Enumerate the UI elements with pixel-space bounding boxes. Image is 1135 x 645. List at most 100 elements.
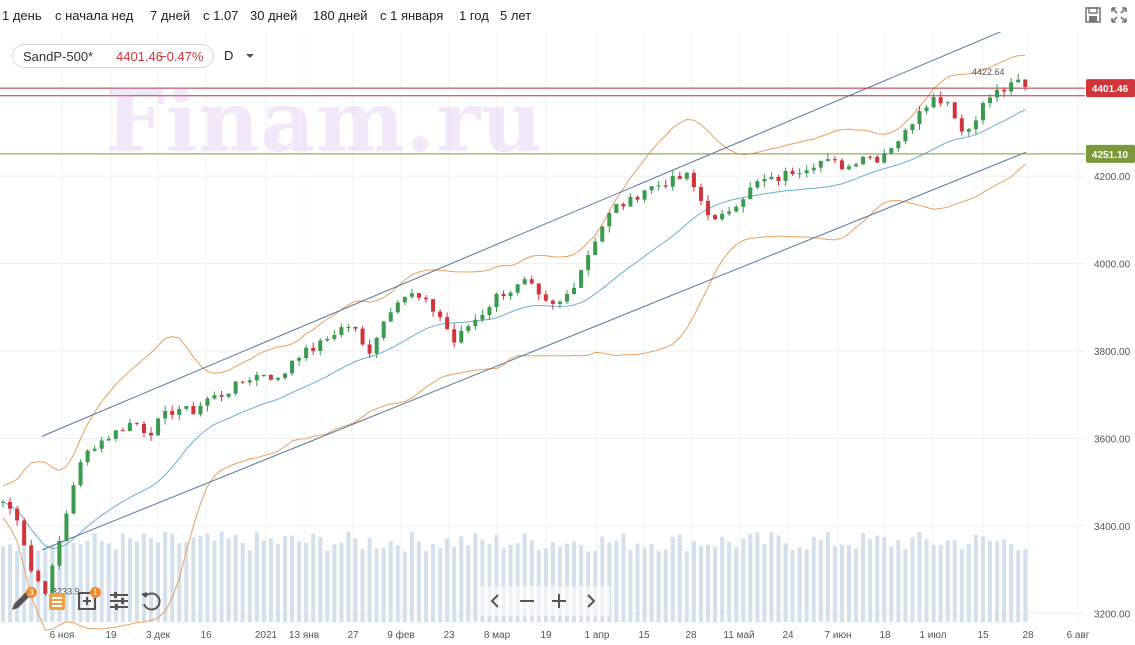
volume-bar [113, 549, 118, 622]
candle-body [325, 339, 330, 341]
zoom-out-icon[interactable] [516, 590, 538, 612]
candle-body [459, 330, 464, 343]
instrument-name: SandP-500* [23, 49, 94, 64]
volume-bar [226, 538, 231, 622]
candle-body [713, 215, 718, 220]
candle-body [212, 395, 217, 399]
pencil-icon[interactable] [8, 588, 34, 614]
candle-body [438, 311, 443, 318]
volume-bar [212, 540, 217, 622]
grid [0, 32, 1085, 622]
candle-body [332, 334, 337, 340]
period-1-day[interactable]: 1 день [2, 8, 42, 23]
candle-body [346, 326, 351, 328]
x-tick-label: 6 ноя [50, 630, 75, 641]
volume-bar [290, 535, 295, 622]
volume-bar [8, 544, 13, 622]
period-since-1-07[interactable]: с 1.07 [203, 8, 239, 23]
channel-lower-line [41, 151, 1027, 551]
candle-body [226, 393, 231, 397]
volume-bar [71, 542, 76, 622]
volume-bar [529, 540, 534, 622]
fullscreen-icon[interactable] [1110, 6, 1128, 24]
volume-bar [346, 531, 351, 622]
price-annotation: 4422.64 [972, 67, 1005, 77]
period-week-to-date[interactable]: с начала нед [55, 8, 134, 23]
candle-body [691, 172, 696, 188]
candle-body [254, 374, 259, 381]
settings-sliders-icon[interactable] [106, 588, 132, 614]
chevron-right-icon[interactable] [580, 590, 602, 612]
volume-bar [120, 533, 125, 622]
candle-body [15, 508, 20, 521]
chevron-left-icon[interactable] [484, 590, 506, 612]
volume-bar [374, 548, 379, 622]
volume-bar [543, 548, 548, 622]
volume-bar [938, 544, 943, 622]
candle-body [452, 329, 457, 343]
period-30-days[interactable]: 30 дней [250, 8, 298, 23]
candle-body [156, 418, 161, 436]
candle-body [268, 374, 273, 380]
volume-bar [734, 547, 739, 622]
instrument-selector[interactable]: SandP-500* 4401.46 −0.47% [12, 44, 214, 68]
candles [1, 73, 1028, 600]
reset-icon[interactable] [138, 588, 164, 614]
candle-body [663, 185, 668, 187]
volume-bar [868, 539, 873, 622]
zoom-in-icon[interactable] [548, 590, 570, 612]
volume-bar [910, 537, 915, 622]
timeframe-label[interactable]: D [224, 48, 234, 63]
period-1-year[interactable]: 1 год [459, 8, 489, 23]
volume-bar [381, 547, 386, 622]
price-label-box [1086, 79, 1135, 98]
volume-bars [1, 531, 1028, 622]
volume-bar [973, 534, 978, 622]
volume-bar [459, 536, 464, 622]
volume-bar [847, 545, 851, 622]
candle-body [36, 570, 41, 582]
candle-body [219, 395, 224, 397]
volume-bar [247, 550, 252, 622]
candle-body [445, 317, 450, 330]
candle-body [424, 297, 428, 300]
y-tick-label: 3800.00 [1094, 347, 1131, 358]
list-icon[interactable] [44, 588, 70, 614]
candle-body [720, 213, 725, 220]
chevron-down-icon[interactable] [244, 51, 256, 61]
candle-body [170, 410, 175, 415]
period-ytd[interactable]: с 1 января [380, 8, 444, 23]
candle-body [283, 373, 287, 378]
candle-body [247, 380, 252, 383]
price-label-text: 4251.10 [1092, 150, 1129, 161]
candle-body [92, 448, 97, 451]
y-axis: 3200.00 3400.00 3600.00 3800.00 4000.00 4200.… [1086, 79, 1135, 620]
candle-body [191, 406, 196, 415]
volume-bar [134, 541, 139, 622]
volume-bar [515, 543, 520, 622]
candle-body [586, 255, 591, 271]
period-5-years[interactable]: 5 лет [500, 8, 532, 23]
save-icon[interactable] [1084, 6, 1102, 24]
x-tick-label: 9 фев [387, 629, 414, 641]
candle-body [149, 433, 154, 436]
price-chart[interactable]: 4422.64 3233.9 3200.00 3400.00 3600.00 3800.… [0, 32, 1135, 645]
candle-body [882, 153, 887, 163]
volume-bar [325, 550, 330, 622]
candle-body [22, 520, 27, 546]
volume-bar [677, 534, 682, 622]
layers-add-icon[interactable] [76, 588, 102, 614]
volume-bar [332, 544, 337, 622]
volume-bar [882, 537, 887, 622]
x-tick-label: 15 [638, 630, 650, 641]
candle-body [875, 156, 880, 163]
x-tick-label: 8 мар [484, 630, 511, 641]
candle-body [339, 327, 344, 335]
period-7-days[interactable]: 7 дней [150, 8, 191, 23]
candle-body [536, 283, 541, 295]
candle-body [99, 440, 104, 449]
candle-body [64, 513, 69, 541]
volume-bar [980, 536, 985, 622]
volume-bar [811, 536, 816, 622]
period-180-days[interactable]: 180 дней [313, 8, 368, 23]
